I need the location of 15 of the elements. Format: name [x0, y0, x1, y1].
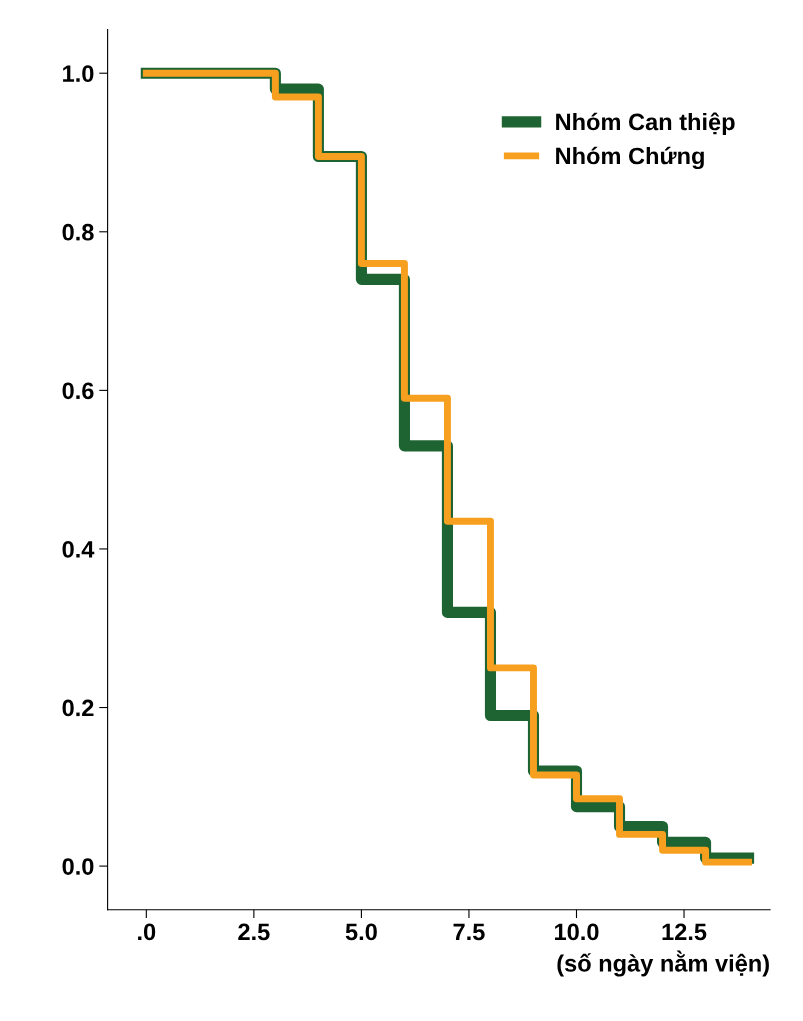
x-tick-label: 12.5: [662, 923, 707, 941]
legend-label: Nhóm Can thiệp: [556, 112, 735, 135]
y-tick-label: 0.8: [62, 223, 94, 241]
x-axis-title: (số ngày nằm viện): [557, 950, 769, 977]
x-tick-label: 5.0: [345, 923, 377, 941]
x-tick-label: 10.0: [555, 923, 599, 941]
y-tick-label: 1.0: [63, 65, 94, 83]
x-tick-label: .0: [138, 923, 156, 941]
x-tick-label: 7.5: [453, 923, 485, 941]
y-tick-label: 0.4: [62, 541, 95, 558]
x-tick-label: 2.5: [238, 923, 270, 941]
y-tick-label: 0.6: [62, 382, 94, 400]
y-tick-label: 0.2: [62, 699, 94, 717]
legend-label: Nhóm Chứng: [556, 146, 704, 170]
y-tick-label: 0.0: [62, 858, 94, 875]
